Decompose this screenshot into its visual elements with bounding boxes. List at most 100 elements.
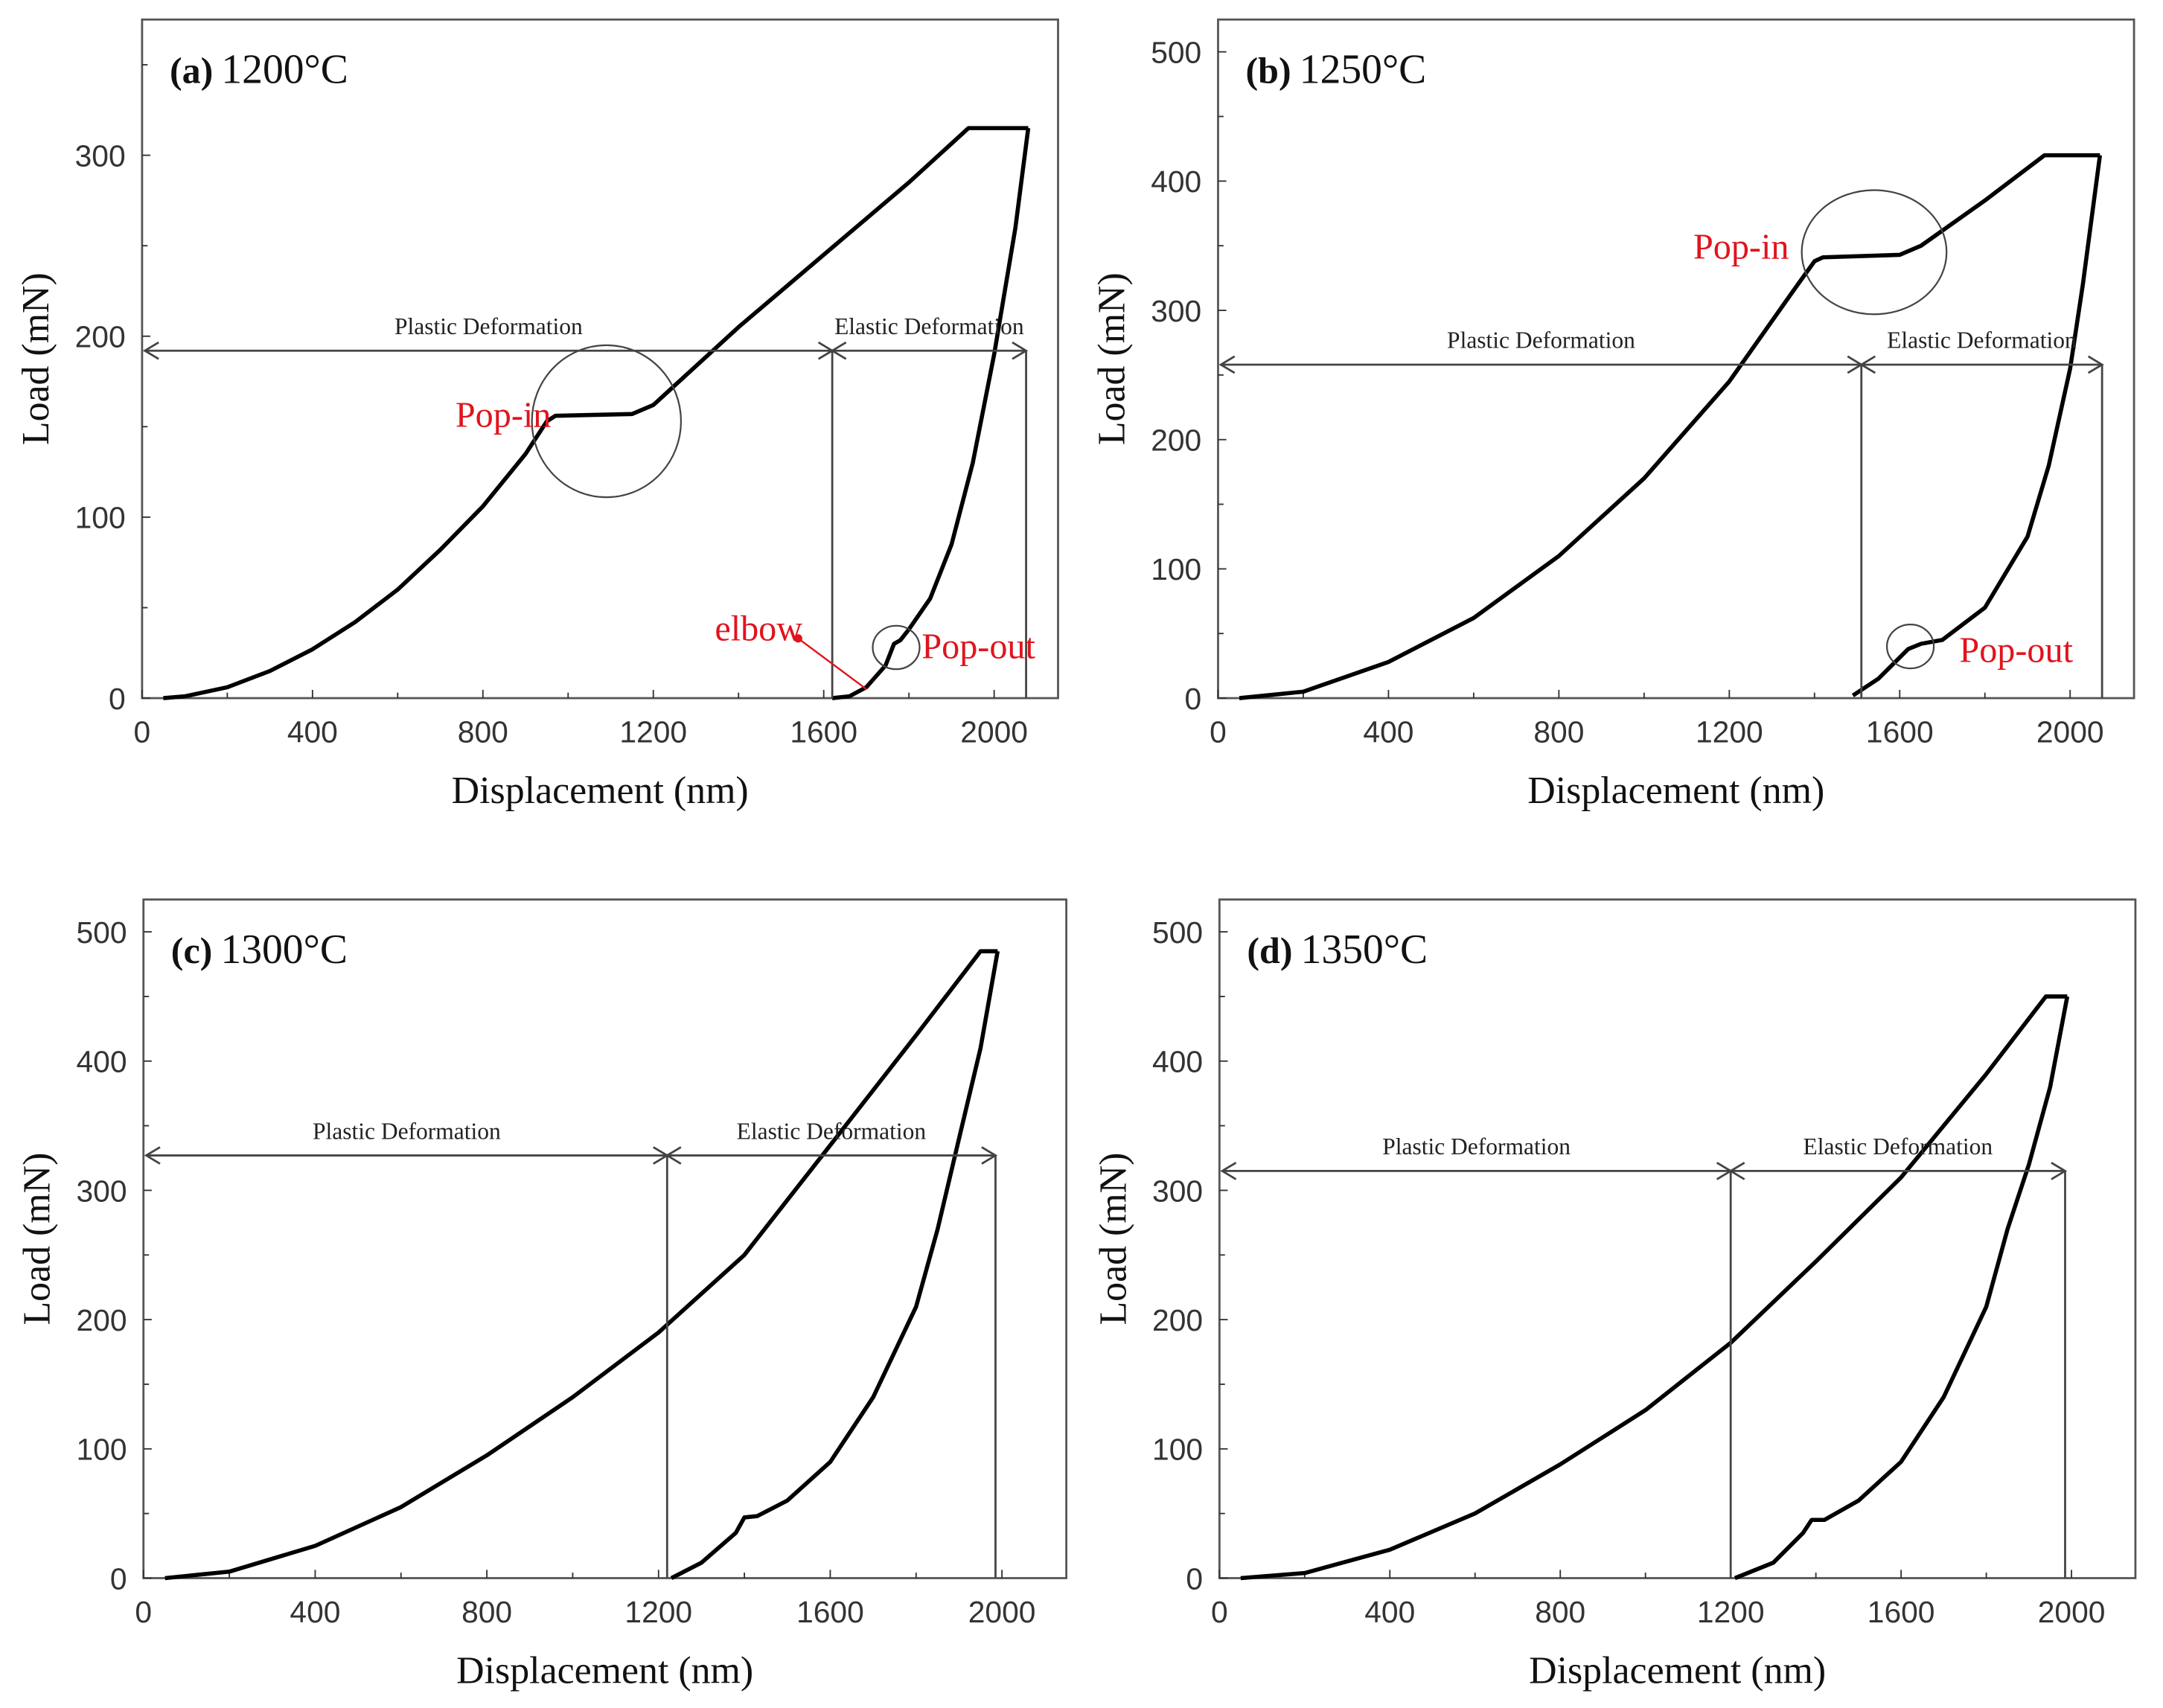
y-tick-label: 0 — [1185, 682, 1202, 716]
y-axis-title: Load (mN) — [16, 1153, 59, 1325]
y-tick-label: 0 — [1186, 1561, 1203, 1596]
panel-label: (d) 1350°C — [1247, 927, 1428, 973]
y-tick-label: 300 — [1151, 294, 1201, 328]
pop-out-circle — [872, 624, 921, 671]
panel-letter: (b) — [1246, 49, 1291, 91]
panel-letter: (c) — [171, 930, 213, 971]
plot-frame — [141, 18, 1059, 700]
x-tick-label: 800 — [1535, 1595, 1585, 1629]
y-tick-label: 100 — [75, 501, 126, 535]
y-tick-label: 200 — [75, 320, 126, 354]
y-axis-title: Load (mN) — [15, 272, 57, 445]
pop-out-label: Pop-out — [1959, 630, 2073, 670]
panel-temperature: 1300°C — [220, 927, 347, 973]
loading-curve — [1239, 153, 2100, 700]
elbow-arrow — [797, 637, 867, 690]
x-axis-title: Displacement (nm) — [1527, 770, 1824, 812]
panel-letter: (d) — [1247, 930, 1292, 971]
pop-out-circle — [1885, 623, 1935, 670]
loading-curve — [164, 949, 998, 1581]
x-tick-label: 1200 — [1696, 714, 1763, 749]
panel-c: 0 400 800 1200 1600 2000 0 100 200 300 400 500 Displ… — [16, 898, 1068, 1692]
unloading-curve — [1851, 155, 2103, 697]
plastic-deformation-label: Plastic Deformation — [1382, 1133, 1571, 1160]
panel-a: 0 400 800 1200 1600 2000 0 100 200 300 Displacemen… — [15, 18, 1059, 812]
elastic-deformation-label: Elastic Deformation — [834, 313, 1024, 339]
y-tick-label: 500 — [1151, 35, 1201, 69]
arrowhead-icon — [665, 1146, 998, 1165]
arrowhead-icon — [830, 341, 1029, 360]
elastic-deformation-label: Elastic Deformation — [1803, 1133, 1993, 1160]
y-tick-label: 100 — [76, 1433, 127, 1467]
y-tick-label: 300 — [75, 138, 126, 173]
y-tick-label: 0 — [109, 682, 126, 716]
arrowhead-icon — [1859, 355, 2104, 374]
plastic-deformation-label: Plastic Deformation — [394, 313, 583, 339]
y-tick-label: 0 — [110, 1561, 127, 1596]
y-axis-title: Load (mN) — [1090, 272, 1133, 445]
x-tick-label: 2000 — [968, 1595, 1036, 1629]
loading-curve — [1240, 994, 2068, 1581]
x-tick-label: 0 — [1210, 714, 1227, 749]
panel-temperature: 1350°C — [1301, 927, 1428, 973]
x-tick-label: 0 — [1211, 1595, 1228, 1629]
x-tick-label: 400 — [290, 1595, 340, 1629]
arrowhead-icon — [793, 634, 802, 643]
panel-b: 0 400 800 1200 1600 2000 0 100 200 300 400 500 Displ… — [1090, 18, 2135, 812]
unloading-curve — [670, 950, 1000, 1580]
plastic-deformation-label: Plastic Deformation — [1447, 327, 1635, 354]
y-tick-label: 100 — [1151, 552, 1201, 586]
plastic-deformation-label: Plastic Deformation — [313, 1118, 501, 1144]
x-tick-label: 1200 — [624, 1595, 692, 1629]
x-axis-title: Displacement (nm) — [452, 770, 749, 812]
x-tick-label: 1600 — [1868, 1595, 1935, 1629]
y-tick-label: 200 — [76, 1303, 127, 1337]
pop-in-label: Pop-in — [1693, 228, 1789, 267]
unloading-curve — [1734, 996, 2070, 1581]
y-tick-label: 500 — [76, 915, 127, 950]
x-axis-title: Displacement (nm) — [1529, 1649, 1826, 1692]
x-tick-label: 2000 — [960, 714, 1028, 749]
y-tick-label: 400 — [1152, 1045, 1203, 1079]
pop-in-circle — [1801, 189, 1948, 316]
elbow-label: elbow — [715, 609, 802, 648]
x-tick-label: 1600 — [790, 714, 857, 749]
elastic-deformation-label: Elastic Deformation — [737, 1118, 927, 1144]
panel-letter: (a) — [170, 49, 213, 91]
y-tick-label: 200 — [1152, 1303, 1203, 1337]
arrowhead-icon — [1728, 1162, 2068, 1180]
x-tick-label: 800 — [461, 1595, 512, 1629]
x-tick-label: 2000 — [2036, 714, 2104, 749]
y-tick-label: 100 — [1152, 1433, 1203, 1467]
elastic-deformation-label: Elastic Deformation — [1887, 327, 2077, 354]
y-tick-label: 300 — [76, 1174, 127, 1208]
x-tick-label: 400 — [1364, 1595, 1415, 1629]
x-tick-label: 400 — [287, 714, 338, 749]
x-tick-label: 0 — [134, 714, 151, 749]
x-tick-label: 1200 — [619, 714, 687, 749]
x-tick-label: 800 — [458, 714, 508, 749]
x-tick-label: 1200 — [1697, 1595, 1765, 1629]
y-axis-title: Load (mN) — [1092, 1153, 1134, 1325]
panel-temperature: 1250°C — [1300, 46, 1426, 92]
x-tick-label: 1600 — [796, 1595, 864, 1629]
plot-frame — [1218, 898, 2137, 1579]
plot-frame — [1217, 18, 2135, 700]
panel-label: (b) 1250°C — [1246, 46, 1427, 92]
panel-temperature: 1200°C — [221, 46, 348, 92]
y-tick-label: 400 — [1151, 164, 1201, 199]
x-tick-label: 400 — [1363, 714, 1413, 749]
panel-label: (c) 1300°C — [171, 927, 348, 973]
plot-frame — [142, 898, 1068, 1579]
y-tick-label: 500 — [1152, 915, 1203, 950]
panel-label: (a) 1200°C — [170, 46, 348, 92]
y-tick-label: 200 — [1151, 423, 1201, 458]
x-axis-title: Displacement (nm) — [456, 1649, 753, 1692]
loading-curve — [163, 126, 1029, 700]
pop-in-circle — [531, 344, 683, 499]
x-tick-label: 2000 — [2038, 1595, 2106, 1629]
y-tick-label: 300 — [1152, 1174, 1203, 1208]
y-tick-label: 400 — [76, 1045, 127, 1079]
x-tick-label: 0 — [135, 1595, 152, 1629]
